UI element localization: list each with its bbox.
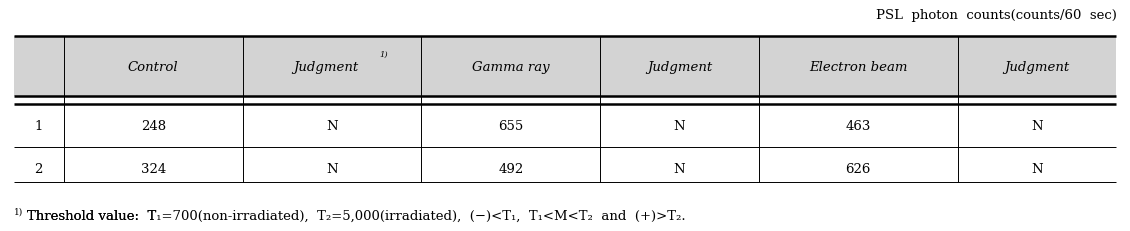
Text: Threshold value:  T₁=700(non-irradiated),  T₂=5,000(irradiated),  (−)<T₁,  T₁<M<: Threshold value: T₁=700(non-irradiated),… [27,209,686,222]
Text: 463: 463 [845,119,871,132]
Text: 492: 492 [498,162,523,175]
Text: N: N [327,119,338,132]
Text: 324: 324 [140,162,166,175]
Text: N: N [327,162,338,175]
Text: Control: Control [128,61,179,73]
Text: Threshold value:  T: Threshold value: T [27,209,156,222]
Text: 1): 1) [14,207,23,216]
Text: 626: 626 [845,162,871,175]
Text: N: N [673,162,685,175]
Text: 655: 655 [498,119,523,132]
Text: Judgment: Judgment [1005,61,1070,73]
Text: 1: 1 [35,119,43,132]
Text: N: N [1032,119,1043,132]
Text: 248: 248 [140,119,166,132]
Text: 2: 2 [35,162,43,175]
Text: Electron beam: Electron beam [809,61,907,73]
Text: N: N [1032,162,1043,175]
Text: N: N [673,119,685,132]
Text: Judgment: Judgment [646,61,712,73]
Text: Judgment: Judgment [294,61,359,73]
Text: PSL  photon  counts(counts/60  sec): PSL photon counts(counts/60 sec) [876,9,1116,22]
Text: Gamma ray: Gamma ray [472,61,549,73]
Bar [14,37,1116,97]
Text: 1): 1) [380,50,388,58]
